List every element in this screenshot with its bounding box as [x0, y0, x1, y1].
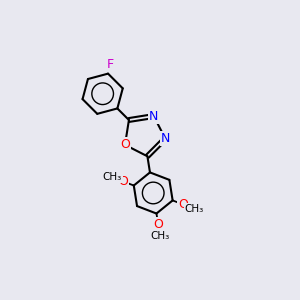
Text: O: O	[153, 218, 163, 231]
Text: CH₃: CH₃	[151, 231, 170, 242]
Text: F: F	[107, 58, 114, 71]
Text: CH₃: CH₃	[185, 204, 204, 214]
Text: N: N	[160, 132, 170, 145]
Text: O: O	[178, 198, 188, 211]
Text: CH₃: CH₃	[103, 172, 122, 182]
Text: O: O	[118, 175, 128, 188]
Text: O: O	[120, 138, 130, 152]
Text: N: N	[149, 110, 158, 123]
